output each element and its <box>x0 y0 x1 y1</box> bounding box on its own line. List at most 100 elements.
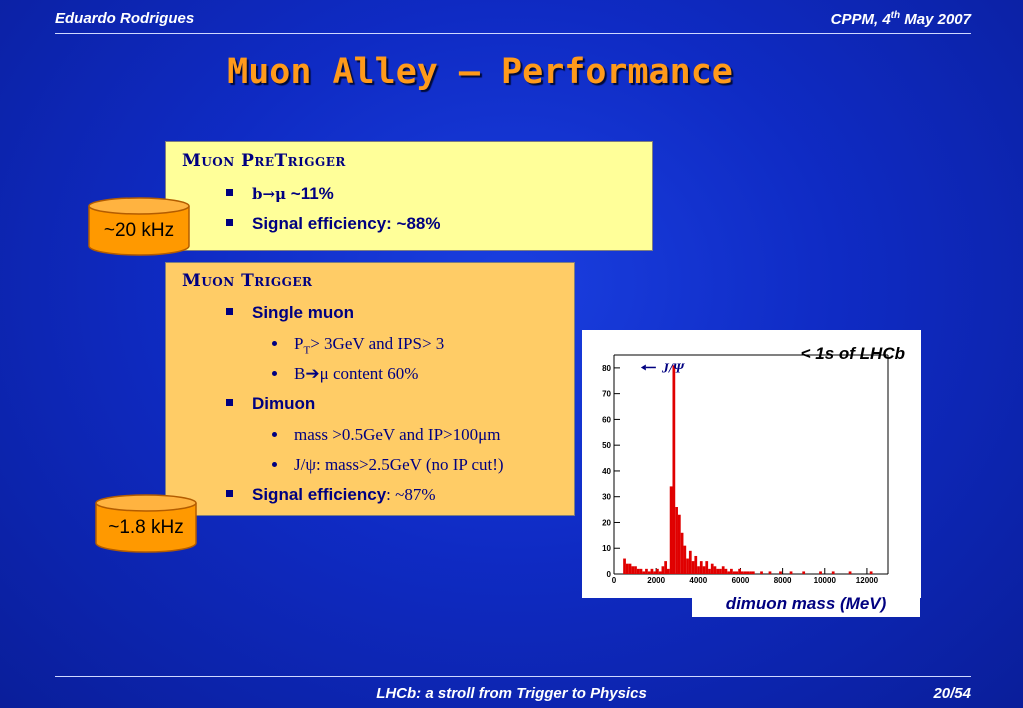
histogram-bar <box>688 550 692 574</box>
rate-label-pretrigger: ~20 kHz <box>103 220 175 241</box>
x-tick-label: 12000 <box>856 576 879 585</box>
histogram-bar <box>650 568 654 574</box>
histogram-bar <box>760 571 763 574</box>
header-venue: CPPM, 4th May 2007 <box>830 10 971 28</box>
histogram-bar <box>697 566 700 574</box>
jpsi-label: J/Ψ <box>661 361 686 376</box>
header-author: Eduardo Rodrigues <box>55 10 195 27</box>
pretrigger-bullet-bmu: b→μ ~11% <box>226 184 334 204</box>
y-tick-label: 0 <box>607 570 612 579</box>
x-tick-label: 10000 <box>814 576 837 585</box>
header-divider <box>55 33 971 34</box>
plot-caption: dimuon mass (MeV) <box>692 590 920 617</box>
histogram-bar <box>735 571 739 574</box>
histogram-svg: 0 10 20 30 40 50 60 70 80 0 2000 4000 6000 8000 10000 1… <box>602 354 889 585</box>
rate-cylinder-trigger: ~1.8 kHz <box>94 494 198 554</box>
histogram-bar <box>658 571 662 574</box>
rate-cylinder-pretrigger: ~20 kHz <box>87 197 191 257</box>
histogram-bar <box>623 558 626 574</box>
histogram-bar <box>628 563 632 574</box>
histogram-bar <box>727 571 731 574</box>
histogram-bar <box>667 568 670 574</box>
single-muon-b-content: B➔μ content 60% <box>272 364 418 384</box>
bullet-dot-icon <box>272 371 277 376</box>
y-tick-label: 70 <box>602 390 611 399</box>
y-tick-label: 80 <box>602 364 611 373</box>
histogram-bar <box>625 563 629 574</box>
histogram-bar <box>699 561 703 574</box>
single-muon-cut-pt: PT> 3GeV and IPS> 3 <box>272 334 444 356</box>
y-tick-label: 30 <box>602 493 611 502</box>
histogram-bar <box>789 571 793 574</box>
histogram-bar <box>636 568 640 574</box>
trigger-bullet-single-muon: Single muon <box>226 303 354 323</box>
trigger-box: Muon Trigger Single muon PT> 3GeV and IP… <box>165 262 575 516</box>
histogram-bar <box>634 566 637 574</box>
histogram-bar <box>677 514 681 574</box>
bullet-dot-icon <box>272 462 277 467</box>
histogram-bar <box>746 571 750 574</box>
trigger-bullet-dimuon: Dimuon <box>226 394 315 414</box>
histogram-bar <box>713 566 717 574</box>
histogram-bar <box>645 568 648 574</box>
histogram-bar <box>672 365 676 574</box>
histogram-bar <box>768 571 772 574</box>
y-tick-label: 50 <box>602 441 611 450</box>
bullet-square-icon <box>226 399 233 406</box>
histogram-bar <box>743 571 747 574</box>
histogram-bar <box>749 571 752 574</box>
histogram-bar <box>680 532 684 574</box>
x-tick-label: 8000 <box>774 576 792 585</box>
histogram-bar <box>724 568 728 574</box>
rate-label-trigger: ~1.8 kHz <box>108 517 184 538</box>
x-tick-label: 2000 <box>647 576 665 585</box>
histogram-bar <box>656 568 659 574</box>
dimuon-mass-plot: 0 10 20 30 40 50 60 70 80 0 2000 4000 6000 8000 10000 1… <box>582 330 921 598</box>
histogram-bar <box>691 561 695 574</box>
histogram-bar <box>664 561 668 574</box>
histogram-bar <box>819 571 822 574</box>
histogram-bar <box>732 571 736 574</box>
histogram-bar <box>675 507 678 574</box>
pretrigger-bullet-efficiency: Signal efficiency: ~88% <box>226 214 441 234</box>
bullet-square-icon <box>226 219 233 226</box>
histogram-bar <box>719 568 722 574</box>
bullet-dot-icon <box>272 432 277 437</box>
pretrigger-heading: Muon PreTrigger <box>182 151 346 171</box>
y-tick-label: 20 <box>602 518 611 527</box>
bullet-square-icon <box>226 490 233 497</box>
slide-title: Muon Alley – Performance <box>227 52 733 92</box>
histogram-bar <box>802 571 806 574</box>
dimuon-cut-mass: mass >0.5GeV and IP>100μm <box>272 425 500 445</box>
x-tick-label: 4000 <box>689 576 707 585</box>
histogram-bar <box>710 563 714 574</box>
histogram-bar <box>669 486 673 574</box>
histogram-bar <box>730 568 733 574</box>
histogram-bar <box>653 571 657 574</box>
histogram-bar <box>694 555 698 574</box>
trigger-bullet-efficiency: Signal efficiency: ~87% <box>226 485 436 505</box>
histogram-bar <box>686 558 689 574</box>
histogram-bar <box>869 571 873 574</box>
histogram-bar <box>661 566 665 574</box>
histogram-bar <box>751 571 755 574</box>
histogram-bar <box>705 561 709 574</box>
histogram-bar <box>831 571 835 574</box>
footer-divider <box>55 676 971 677</box>
bullet-dot-icon <box>272 341 277 346</box>
footer-title: LHCb: a stroll from Trigger to Physics <box>376 685 647 702</box>
y-tick-label: 10 <box>602 544 611 553</box>
x-tick-label: 0 <box>612 576 617 585</box>
bullet-square-icon <box>226 189 233 196</box>
y-tick-label: 60 <box>602 415 611 424</box>
histogram-bar <box>708 568 711 574</box>
pretrigger-box: Muon PreTrigger b→μ ~11% Signal efficien… <box>165 141 653 251</box>
dimuon-cut-jpsi: J/ψ: mass>2.5GeV (no IP cut!) <box>272 455 504 475</box>
y-tick-label: 40 <box>602 467 611 476</box>
histogram-bar <box>716 568 720 574</box>
histogram-bar <box>683 545 687 574</box>
histogram-bar <box>642 571 646 574</box>
histogram-bar <box>740 571 744 574</box>
histogram-bar <box>738 568 741 574</box>
histogram-bar <box>631 566 635 574</box>
